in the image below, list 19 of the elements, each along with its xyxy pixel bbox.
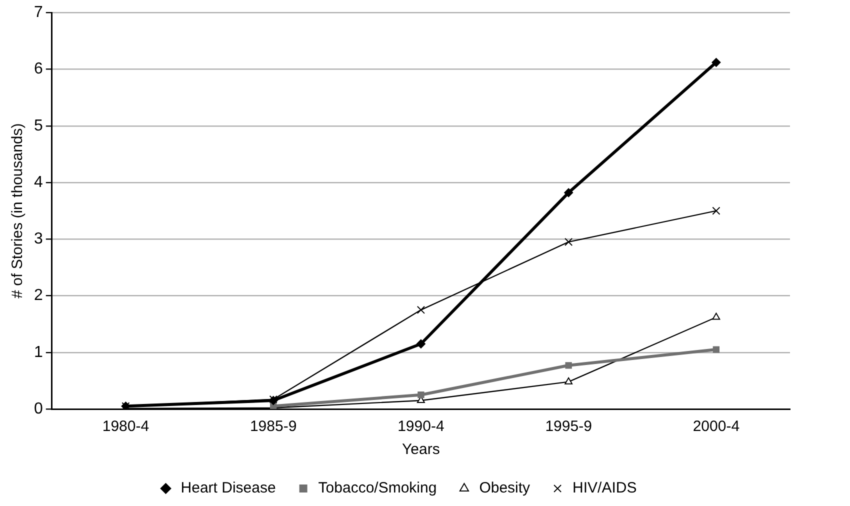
legend-label: Heart Disease: [180, 480, 276, 497]
y-tick-label: 5: [34, 117, 43, 134]
x-axis-title: Years: [402, 441, 440, 458]
x-tick-label: 1990-4: [398, 418, 444, 436]
x-tick-label: 1995-9: [545, 418, 592, 436]
y-tick-label: 4: [34, 174, 43, 191]
y-tick-label: 0: [34, 400, 43, 418]
y-axis-title: # of Stories (in thousands): [9, 123, 26, 298]
y-tick-label: 2: [34, 287, 43, 304]
legend-label: Tobacco/Smoking: [318, 480, 437, 497]
y-tick-label: 7: [34, 4, 43, 22]
x-tick-label: 2000-4: [692, 418, 740, 436]
x-tick-label: 1985-9: [250, 418, 297, 436]
legend-label: Obesity: [479, 480, 531, 497]
y-tick-label: 6: [34, 60, 43, 78]
y-tick-label: 1: [34, 344, 43, 361]
legend-label: HIV/AIDS: [572, 480, 637, 497]
y-tick-label: 3: [34, 230, 43, 248]
x-tick-label: 1980-4: [102, 418, 150, 436]
